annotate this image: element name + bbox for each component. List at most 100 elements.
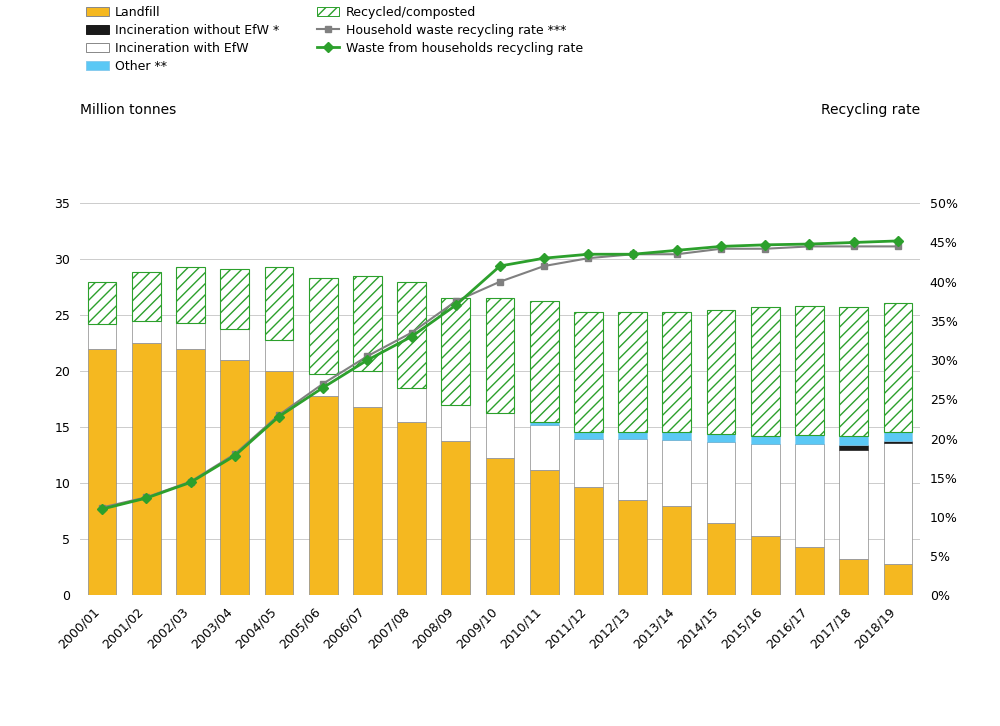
Household waste recycling rate ***	[185, 477, 197, 486]
Household waste recycling rate ***	[803, 242, 815, 250]
Bar	[486, 413, 514, 457]
Bar	[132, 321, 161, 343]
Bar	[839, 307, 868, 436]
Bar	[574, 439, 603, 486]
Waste from households recycling rate	[627, 250, 639, 258]
Bar	[220, 269, 249, 329]
Waste from households recycling rate	[450, 301, 462, 309]
Bar	[486, 457, 514, 595]
Household waste recycling rate ***	[671, 250, 683, 258]
Household waste recycling rate ***	[848, 242, 860, 250]
Bar	[795, 547, 824, 595]
Bar	[486, 298, 514, 413]
Bar	[88, 325, 116, 349]
Household waste recycling rate ***	[361, 352, 373, 361]
Bar	[751, 436, 780, 444]
Bar	[751, 444, 780, 536]
Text: Recycling rate: Recycling rate	[821, 103, 920, 117]
Bar	[220, 329, 249, 360]
Waste from households recycling rate	[185, 478, 197, 486]
Household waste recycling rate ***	[317, 379, 329, 388]
Bar	[309, 374, 338, 396]
Bar	[707, 523, 735, 595]
Waste from households recycling rate	[582, 250, 594, 258]
Household waste recycling rate ***	[140, 493, 152, 502]
Bar	[265, 340, 293, 371]
Bar	[441, 441, 470, 595]
Household waste recycling rate ***	[406, 328, 418, 337]
Bar	[132, 272, 161, 321]
Household waste recycling rate ***	[494, 277, 506, 286]
Bar	[397, 388, 426, 422]
Text: Million tonnes: Million tonnes	[80, 103, 176, 117]
Waste from households recycling rate	[494, 261, 506, 270]
Bar	[618, 500, 647, 595]
Bar	[839, 445, 868, 449]
Bar	[530, 425, 559, 470]
Bar	[707, 310, 735, 434]
Waste from households recycling rate	[273, 412, 285, 421]
Bar	[309, 278, 338, 374]
Bar	[662, 506, 691, 595]
Household waste recycling rate ***	[582, 254, 594, 263]
Bar	[530, 422, 559, 425]
Bar	[662, 440, 691, 506]
Bar	[353, 407, 382, 595]
Household waste recycling rate ***	[450, 297, 462, 306]
Waste from households recycling rate	[406, 333, 418, 341]
Bar	[265, 267, 293, 340]
Waste from households recycling rate	[96, 505, 108, 513]
Bar	[618, 432, 647, 439]
Bar	[707, 434, 735, 442]
Bar	[309, 396, 338, 595]
Bar	[176, 349, 205, 595]
Bar	[662, 312, 691, 432]
Waste from households recycling rate	[361, 356, 373, 364]
Waste from households recycling rate	[715, 242, 727, 250]
Bar	[574, 486, 603, 595]
Bar	[265, 371, 293, 595]
Bar	[618, 439, 647, 500]
Waste from households recycling rate	[538, 254, 550, 263]
Bar	[441, 298, 470, 405]
Waste from households recycling rate	[759, 240, 771, 249]
Bar	[795, 444, 824, 547]
Bar	[176, 323, 205, 349]
Bar	[751, 536, 780, 595]
Waste from households recycling rate	[803, 240, 815, 248]
Bar	[530, 301, 559, 422]
Household waste recycling rate ***	[229, 450, 241, 459]
Bar	[176, 267, 205, 323]
Bar	[884, 443, 912, 564]
Waste from households recycling rate	[140, 494, 152, 502]
Line: Household waste recycling rate ***: Household waste recycling rate ***	[99, 243, 901, 511]
Bar	[574, 312, 603, 432]
Bar	[884, 564, 912, 595]
Household waste recycling rate ***	[538, 261, 550, 270]
Bar	[441, 405, 470, 441]
Bar	[751, 307, 780, 436]
Line: Waste from households recycling rate: Waste from households recycling rate	[99, 237, 901, 513]
Bar	[839, 436, 868, 445]
Household waste recycling rate ***	[892, 242, 904, 250]
Bar	[88, 282, 116, 325]
Bar	[88, 349, 116, 595]
Legend: Landfill, Incineration without EfW *, Incineration with EfW, Other **, Recycled/: Landfill, Incineration without EfW *, In…	[86, 6, 583, 73]
Bar	[220, 360, 249, 595]
Bar	[884, 303, 912, 432]
Bar	[397, 422, 426, 595]
Bar	[132, 343, 161, 595]
Bar	[662, 432, 691, 440]
Waste from households recycling rate	[229, 452, 241, 460]
Waste from households recycling rate	[317, 383, 329, 392]
Bar	[353, 371, 382, 407]
Bar	[397, 282, 426, 388]
Bar	[618, 312, 647, 432]
Bar	[707, 442, 735, 523]
Household waste recycling rate ***	[96, 503, 108, 512]
Bar	[574, 432, 603, 439]
Bar	[530, 470, 559, 595]
Bar	[839, 560, 868, 595]
Household waste recycling rate ***	[273, 411, 285, 420]
Bar	[884, 432, 912, 441]
